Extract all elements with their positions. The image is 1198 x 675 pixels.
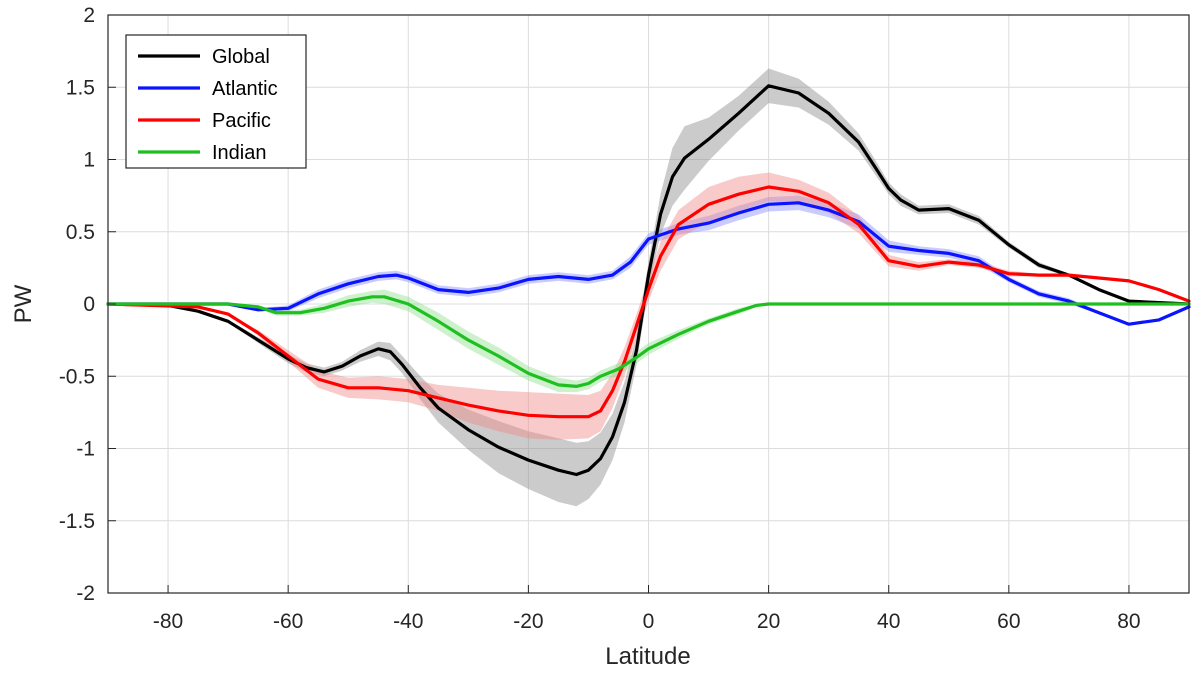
x-tick-label: 60	[997, 610, 1020, 633]
x-tick-label: 80	[1117, 610, 1140, 633]
y-tick-label: -0.5	[59, 365, 95, 388]
y-tick-label: 0	[83, 293, 95, 316]
y-tick-label: 1	[83, 149, 95, 172]
x-tick-label: 20	[757, 610, 780, 633]
series-line-global	[106, 84, 1191, 477]
legend-label-atlantic: Atlantic	[212, 78, 278, 100]
series-line-indian	[106, 295, 1191, 388]
y-tick-label: 0.5	[66, 221, 95, 244]
x-tick-label: 40	[877, 610, 900, 633]
tick-labels: -80 -60 -40 -20 0 20 40 60 80 -2 -1.5 -1 -0.5 0 0.5 1 1.…	[59, 4, 1141, 633]
y-tick-label: -2	[76, 582, 95, 605]
legend-items: Global Atlantic Pacific Indian	[138, 46, 278, 164]
y-tick-label: 2	[83, 4, 95, 27]
legend-label-pacific: Pacific	[212, 110, 271, 132]
series-line-atlantic	[106, 201, 1191, 326]
series-lines	[106, 84, 1191, 477]
x-tick-label: -60	[273, 610, 303, 633]
legend: Global Atlantic Pacific Indian	[125, 34, 307, 169]
legend-label-global: Global	[212, 46, 270, 68]
y-tick-label: -1.5	[59, 510, 95, 533]
y-axis-label: PW	[10, 284, 37, 323]
y-tick-label: 1.5	[66, 76, 95, 99]
series-line-pacific	[106, 185, 1191, 419]
x-tick-label: -40	[393, 610, 423, 633]
x-tick-label: 0	[643, 610, 655, 633]
x-tick-label: -80	[153, 610, 183, 633]
x-axis-label: Latitude	[605, 643, 690, 670]
legend-label-indian: Indian	[212, 142, 267, 164]
y-tick-label: -1	[76, 438, 95, 461]
x-tick-label: -20	[513, 610, 543, 633]
